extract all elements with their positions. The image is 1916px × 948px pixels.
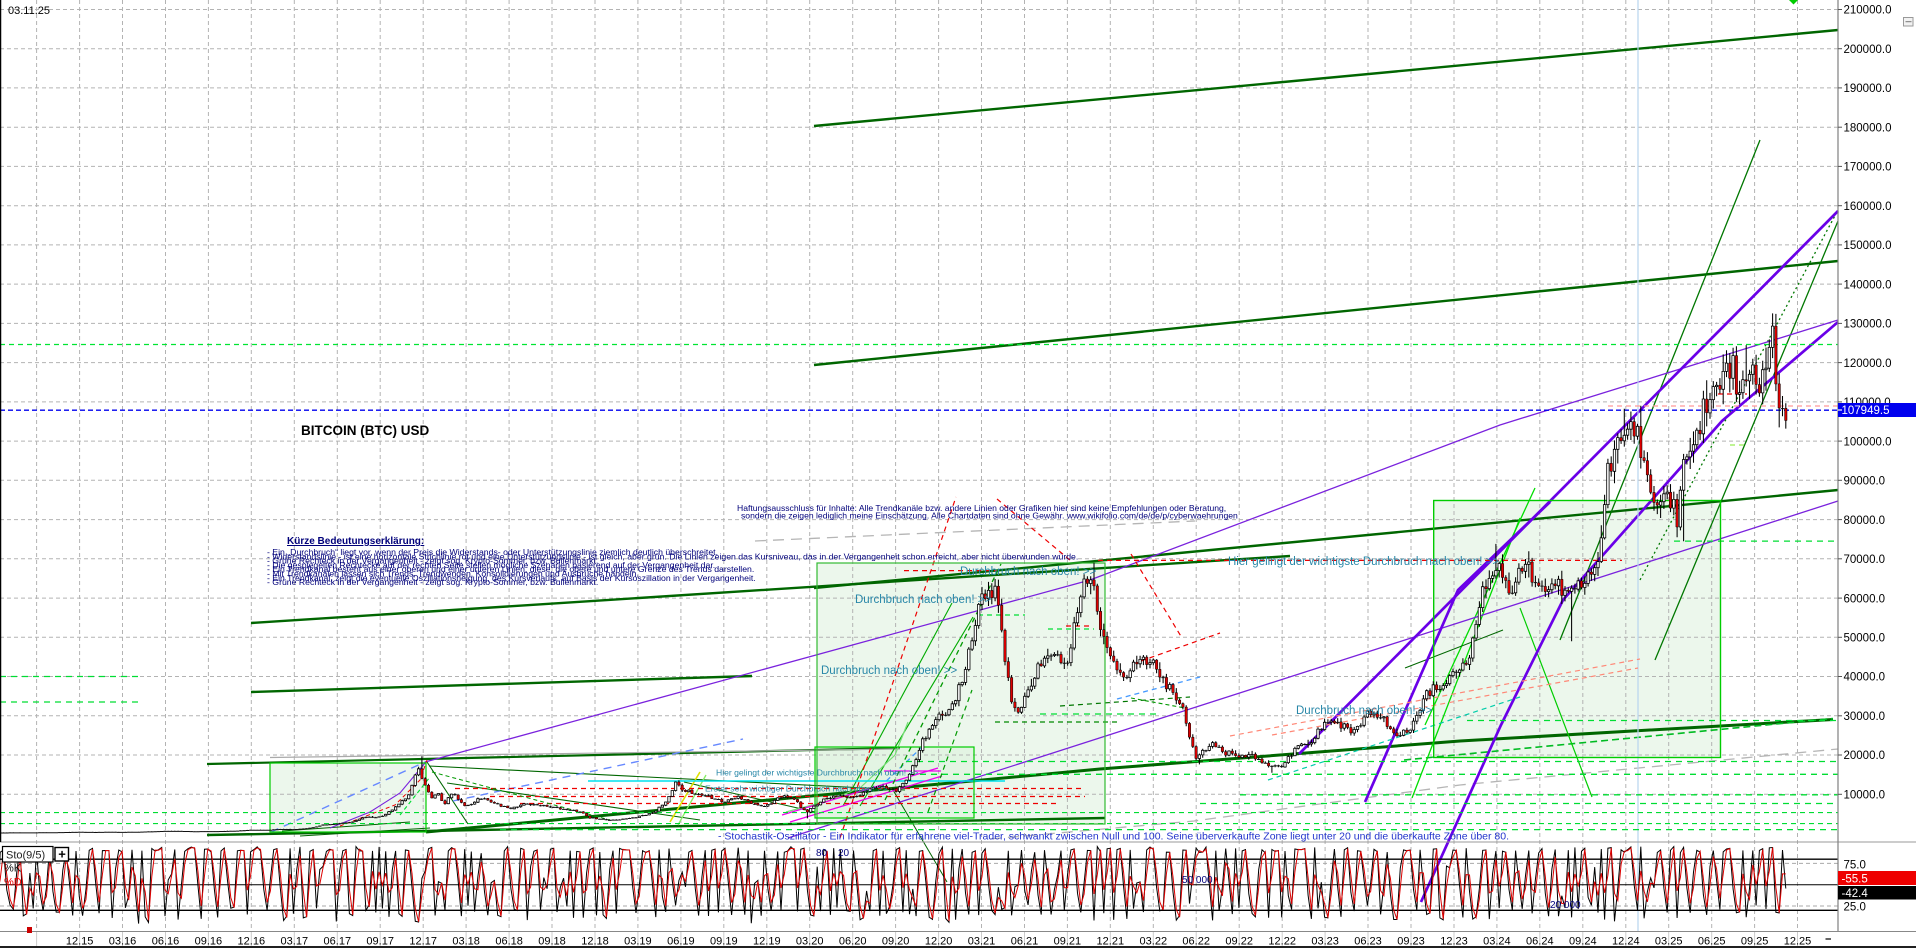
svg-text:150000.0: 150000.0 (1844, 240, 1892, 252)
svg-text:09.16: 09.16 (195, 936, 223, 948)
svg-text:03.20: 03.20 (796, 936, 824, 948)
svg-text:12.24: 12.24 (1612, 936, 1640, 948)
svg-text:12.16: 12.16 (238, 936, 266, 948)
svg-text:- Die gespiegelten Rechtecke a: - Die gespiegelten Rechtecke auf der rec… (267, 560, 715, 570)
svg-text:sondern die zeigen lediglich m: sondern die zeigen lediglich meine Einsc… (741, 511, 1238, 521)
svg-text:Haftungsausschluss für Inhalte: Haftungsausschluss für Inhalte: Alle Tre… (737, 503, 1226, 513)
svg-text:12.21: 12.21 (1097, 936, 1125, 948)
svg-text:80: 80 (816, 848, 828, 859)
svg-text:- Ein Trendkanal, zeigt die ev: - Ein Trendkanal, zeigt die eventuelle O… (267, 573, 756, 583)
svg-text:03.22: 03.22 (1140, 936, 1168, 948)
svg-text:200000.0: 200000.0 (1844, 44, 1892, 56)
svg-text:09.25: 09.25 (1741, 936, 1769, 948)
svg-text:- Grüne Rechteck in der Vergan: - Grüne Rechteck in der Vergangenheit - … (267, 556, 598, 566)
svg-text:Hier gelingt der wichtigste Du: Hier gelingt der wichtigste Durchbruch n… (1228, 556, 1499, 568)
svg-text:09.19: 09.19 (710, 936, 738, 948)
svg-text:12.15: 12.15 (66, 936, 94, 948)
svg-text:180000.0: 180000.0 (1844, 122, 1892, 134)
svg-text:03.18: 03.18 (452, 936, 480, 948)
svg-text:160000.0: 160000.0 (1844, 201, 1892, 213)
svg-text:10000.0: 10000.0 (1844, 790, 1886, 802)
svg-text:130000.0: 130000.0 (1844, 319, 1892, 331)
svg-text:120000.0: 120000.0 (1844, 358, 1892, 370)
svg-text:Durchbruch nach oben! >>: Durchbruch nach oben! >> (855, 594, 991, 606)
svg-text:03.19: 03.19 (624, 936, 652, 948)
svg-text:20 000: 20 000 (1550, 900, 1581, 911)
svg-text:09.17: 09.17 (366, 936, 394, 948)
svg-text:- Grüne Rechteck in der Vergan: - Grüne Rechteck in der Vergangenheit - … (267, 577, 598, 587)
svg-text:100000.0: 100000.0 (1844, 436, 1892, 448)
svg-text:09.23: 09.23 (1397, 936, 1425, 948)
svg-text:140000.0: 140000.0 (1844, 279, 1892, 291)
svg-text:12.19: 12.19 (753, 936, 781, 948)
svg-text:75.0: 75.0 (1844, 859, 1866, 871)
svg-text:210000.0: 210000.0 (1844, 5, 1892, 17)
svg-text:06.23: 06.23 (1354, 936, 1382, 948)
svg-text:Kürze Bedeutungserklärung:: Kürze Bedeutungserklärung: (287, 536, 424, 547)
svg-text:09.18: 09.18 (538, 936, 566, 948)
svg-text:12.20: 12.20 (925, 936, 953, 948)
svg-text:03.24: 03.24 (1483, 936, 1511, 948)
svg-text:20000.0: 20000.0 (1844, 750, 1886, 762)
svg-text:09.20: 09.20 (882, 936, 910, 948)
svg-text:50 000: 50 000 (1182, 875, 1213, 886)
svg-text:12.25: 12.25 (1784, 936, 1812, 948)
svg-text:BITCOIN (BTC) USD: BITCOIN (BTC) USD (301, 423, 429, 438)
svg-text:06.25: 06.25 (1698, 936, 1726, 948)
svg-text:06.18: 06.18 (495, 936, 523, 948)
svg-text:09.22: 09.22 (1225, 936, 1253, 948)
svg-text:12.22: 12.22 (1268, 936, 1296, 948)
svg-text:06.16: 06.16 (152, 936, 180, 948)
svg-text:06.19: 06.19 (667, 936, 695, 948)
svg-text:- Ein Trendkanal besteht aus e: - Ein Trendkanal besteht aus einer obere… (267, 564, 754, 574)
svg-text:- Stochastik-Oszillator - Ein: - Stochastik-Oszillator - Ein Indikator … (718, 831, 1509, 843)
svg-text:-55.5: -55.5 (1842, 873, 1868, 885)
svg-text:03.16: 03.16 (109, 936, 137, 948)
svg-text:06.22: 06.22 (1182, 936, 1210, 948)
svg-text:Durchbruch nach oben! >>: Durchbruch nach oben! >> (960, 566, 1096, 578)
svg-text:03.17: 03.17 (281, 936, 309, 948)
svg-text:Hier gelingt der wichtigste Du: Hier gelingt der wichtigste Durchbruch n… (716, 768, 919, 778)
svg-text:- Widerstandslinie - ist eine: - Widerstandslinie - ist eine horizontal… (267, 551, 1078, 561)
svg-text:80000.0: 80000.0 (1844, 515, 1886, 527)
svg-text:25.0: 25.0 (1844, 902, 1866, 914)
svg-text:-42.4: -42.4 (1842, 888, 1869, 900)
svg-text:70000.0: 70000.0 (1844, 554, 1886, 566)
svg-text:12.23: 12.23 (1440, 936, 1468, 948)
svg-text:03.23: 03.23 (1311, 936, 1339, 948)
svg-text:06.24: 06.24 (1526, 936, 1554, 948)
svg-text:Durchbruch nach oben! >>: Durchbruch nach oben! >> (821, 665, 957, 677)
svg-text:%D: %D (4, 877, 22, 889)
svg-text:03.25: 03.25 (1655, 936, 1683, 948)
svg-text:Erster sehr wichtiger Durchbru: Erster sehr wichtiger Durchbruch nach ob… (705, 784, 887, 794)
svg-text:12.17: 12.17 (409, 936, 437, 948)
svg-text:Durchbruch nach oben! >>: Durchbruch nach oben! >> (1296, 705, 1432, 717)
svg-text:06.21: 06.21 (1011, 936, 1039, 948)
svg-text:+: + (58, 847, 66, 862)
svg-text:%K: %K (4, 863, 22, 875)
svg-text:03.21: 03.21 (968, 936, 996, 948)
svg-text:12.18: 12.18 (581, 936, 609, 948)
svg-text:60000.0: 60000.0 (1844, 593, 1886, 605)
svg-text:09.24: 09.24 (1569, 936, 1597, 948)
svg-text:20: 20 (838, 848, 850, 859)
svg-text:90000.0: 90000.0 (1844, 476, 1886, 488)
svg-text:09.21: 09.21 (1054, 936, 1082, 948)
svg-text:03.11.25: 03.11.25 (8, 5, 50, 17)
svg-text:190000.0: 190000.0 (1844, 83, 1892, 95)
svg-text:40000.0: 40000.0 (1844, 672, 1886, 684)
svg-text:170000.0: 170000.0 (1844, 162, 1892, 174)
svg-text:- Mit Trendkanälen lassen sich: - Mit Trendkanälen lassen sich Trends, T… (267, 569, 639, 579)
svg-text:06.20: 06.20 (839, 936, 867, 948)
svg-text:- Ein „Durchbruch“ liegt vor,: - Ein „Durchbruch“ liegt vor, wenn der P… (267, 547, 718, 557)
svg-text:107949.5: 107949.5 (1842, 405, 1890, 417)
svg-text:30000.0: 30000.0 (1844, 711, 1886, 723)
svg-text:Sto(9/5): Sto(9/5) (6, 850, 45, 862)
svg-text:50000.0: 50000.0 (1844, 633, 1886, 645)
svg-text:06.17: 06.17 (324, 936, 352, 948)
